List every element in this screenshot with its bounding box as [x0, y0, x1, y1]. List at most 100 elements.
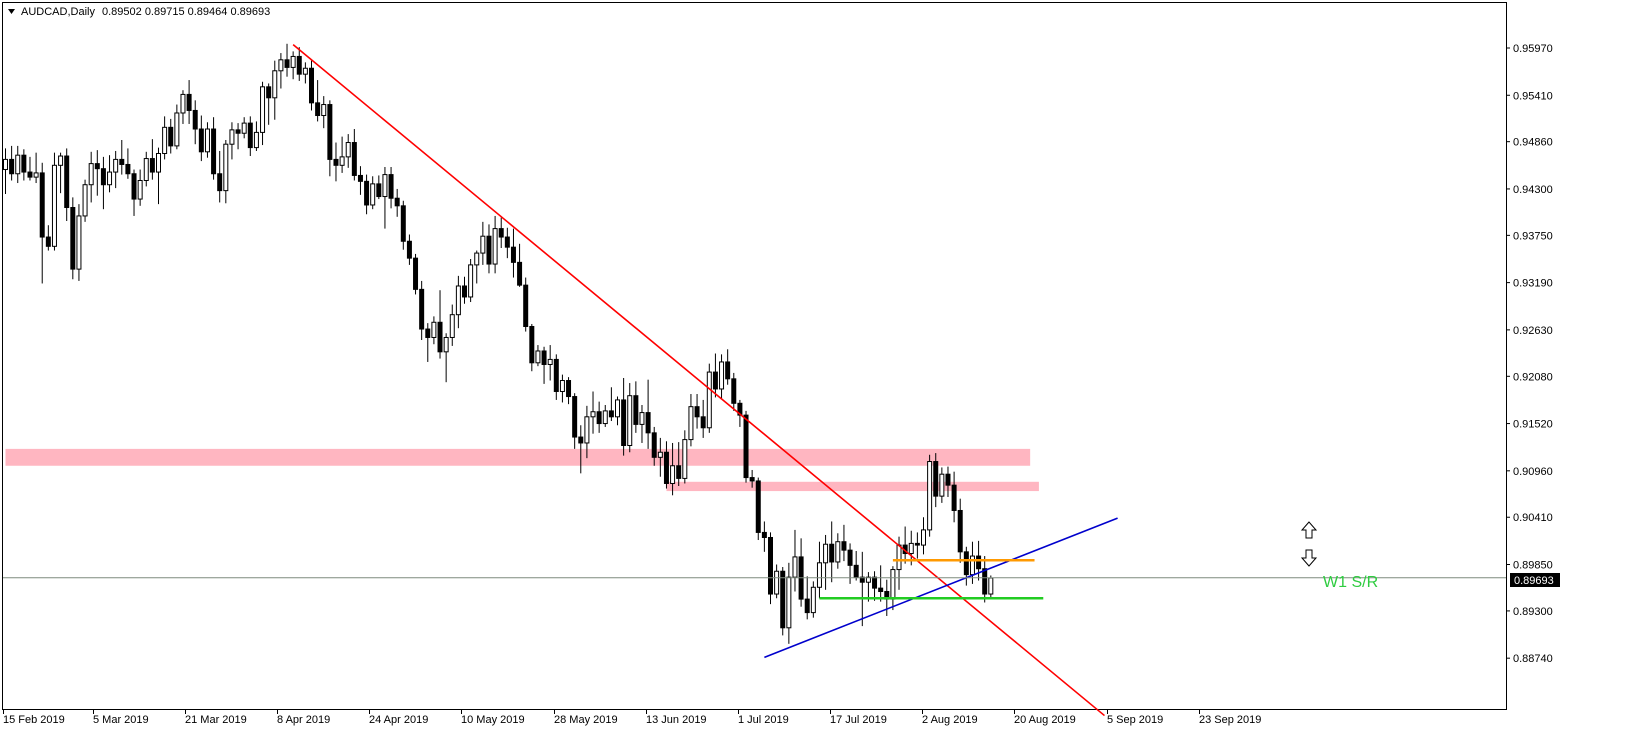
uptrend-line[interactable] — [764, 517, 1118, 659]
candle — [584, 405, 590, 459]
candle — [578, 425, 584, 474]
candle — [400, 200, 406, 250]
candle — [235, 123, 241, 150]
lower-zone[interactable] — [666, 481, 1039, 492]
candle-body-bear — [364, 180, 370, 206]
x-tick-label: 15 Feb 2019 — [3, 714, 65, 726]
candle — [639, 404, 645, 443]
candle-body-bull — [865, 576, 871, 583]
candle-body-bull — [492, 228, 498, 265]
candle-body-bear — [517, 261, 523, 286]
downtrend-line[interactable] — [292, 44, 1105, 717]
candle — [382, 166, 388, 229]
candle-body-bull — [241, 122, 247, 134]
candle — [927, 454, 933, 537]
candle-body-bull — [627, 395, 633, 446]
candle-body-bull — [449, 314, 455, 338]
candle — [566, 377, 572, 405]
candle-body-bull — [204, 128, 210, 153]
candle-body-bear — [309, 67, 314, 104]
y-tick-label: 0.90960 — [1513, 466, 1553, 478]
candle-body-bull — [33, 172, 39, 178]
candle — [810, 581, 816, 618]
candle-body-bear — [413, 257, 419, 290]
candle — [492, 215, 498, 274]
candle-body-bull — [602, 410, 608, 425]
candle — [302, 62, 308, 84]
x-tick-label: 28 May 2019 — [554, 714, 618, 726]
candle-body-bull — [431, 321, 437, 338]
candle-body-bear — [951, 484, 957, 511]
down-arrow-icon — [1300, 549, 1318, 567]
x-tick-label: 13 Jun 2019 — [646, 714, 707, 726]
lines-layer — [292, 44, 1118, 717]
candle-body-bear — [425, 328, 431, 338]
candle — [413, 253, 419, 295]
x-tick-label: 5 Mar 2019 — [93, 714, 149, 726]
dropdown-triangle-icon[interactable] — [8, 9, 15, 14]
candle-body-bull — [58, 155, 64, 166]
candle-body-bull — [137, 180, 143, 200]
y-tick-label: 0.93190 — [1513, 278, 1553, 290]
candle — [58, 152, 64, 194]
candle-body-bull — [321, 104, 327, 117]
candle — [339, 136, 345, 173]
chart-ohlc-label: 0.89502 0.89715 0.89464 0.89693 — [102, 6, 270, 18]
candle-body-bear — [406, 240, 412, 259]
candle-body-bull — [988, 577, 994, 595]
candle — [731, 372, 737, 411]
y-tick-label: 0.89300 — [1513, 606, 1553, 618]
candle-body-bear — [663, 451, 669, 484]
candle — [119, 139, 125, 175]
candle — [823, 534, 829, 590]
candle-body-bull — [474, 252, 480, 266]
candle — [107, 155, 113, 193]
candle-body-bear — [621, 399, 627, 447]
candle — [125, 148, 131, 179]
candle — [345, 134, 351, 168]
candle-body-bear — [859, 576, 865, 583]
candle-body-bull — [174, 112, 180, 147]
x-tick-label: 8 Apr 2019 — [277, 714, 330, 726]
candle-body-bull — [559, 380, 565, 392]
y-tick-label: 0.92630 — [1513, 325, 1553, 337]
x-tick-label: 23 Sep 2019 — [1199, 714, 1261, 726]
candle — [425, 323, 431, 362]
candle — [590, 391, 596, 434]
candle-body-bull — [682, 439, 688, 479]
candle — [39, 162, 45, 284]
w1-sr-annotation: W1 S/R — [1323, 574, 1378, 591]
candle — [82, 179, 88, 222]
candle-body-bull — [896, 544, 902, 571]
candle — [529, 323, 535, 372]
candle — [156, 147, 161, 205]
candle-body-bear — [419, 288, 425, 330]
candle — [914, 532, 920, 559]
x-tick-label: 1 Jul 2019 — [738, 714, 789, 726]
candle — [443, 333, 449, 383]
candle — [449, 304, 455, 346]
candle — [143, 151, 149, 187]
candle — [921, 517, 926, 555]
candle — [878, 565, 884, 602]
upper-zone[interactable] — [5, 448, 1031, 466]
candle — [455, 275, 461, 329]
candle — [88, 151, 94, 203]
candle-body-bull — [3, 158, 8, 171]
x-tick-label: 20 Aug 2019 — [1014, 714, 1076, 726]
candle-body-bull — [156, 152, 161, 173]
candle-body-bear — [829, 543, 835, 563]
candle-body-bull — [816, 562, 822, 588]
candle — [645, 379, 651, 449]
candle-body-bear — [780, 570, 786, 629]
candle-body-bear — [192, 109, 198, 130]
candle-body-bear — [982, 568, 988, 595]
candle — [149, 139, 155, 180]
current-price-tag — [1510, 573, 1560, 587]
candle-body-bear — [853, 564, 859, 578]
candle-body-bear — [957, 509, 963, 553]
candle-body-bull — [670, 465, 676, 484]
candle — [468, 258, 474, 303]
